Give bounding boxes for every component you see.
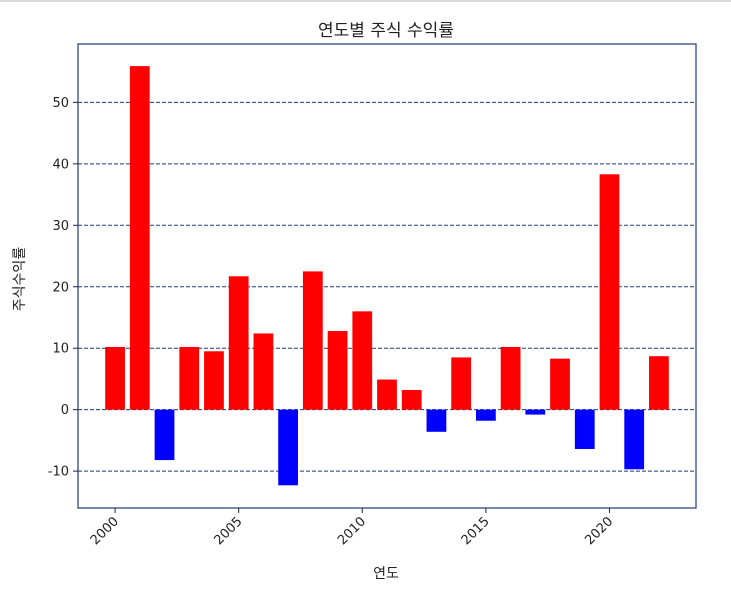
bar-2001 <box>129 66 150 410</box>
chart-title: 연도별 주식 수익률 <box>318 21 454 41</box>
bar-2004 <box>204 351 224 410</box>
y-tick-label: 30 <box>52 219 69 234</box>
y-tick-label: 10 <box>52 342 69 357</box>
bar-2009 <box>327 331 348 410</box>
y-tick-label: 0 <box>61 403 69 418</box>
bar-2003 <box>179 346 200 410</box>
bar-2018 <box>550 358 570 410</box>
bar-2008 <box>302 271 323 410</box>
bars <box>105 66 669 486</box>
x-tick-label: 2020 <box>582 514 616 548</box>
x-tick-label: 2005 <box>212 514 246 548</box>
x-tick-label: 2000 <box>88 514 122 548</box>
bar-2013 <box>426 409 447 432</box>
bar-2010 <box>352 311 373 410</box>
y-tick-label: 20 <box>52 280 69 295</box>
y-tick-label: 40 <box>52 157 69 172</box>
bar-2021 <box>624 409 645 470</box>
bar-2012 <box>401 390 422 410</box>
bar-2000 <box>105 346 125 410</box>
bar-2005 <box>228 276 249 410</box>
x-axis-ticks: 2000 2005 2010 2015 2020 <box>88 508 616 548</box>
y-axis-label: 주식수익률 <box>12 247 28 312</box>
y-axis-ticks: -10 0 10 20 30 40 50 <box>48 96 78 480</box>
x-axis-label: 연도 <box>373 566 399 582</box>
y-tick-label: -10 <box>48 465 69 480</box>
bar-2019 <box>574 409 595 450</box>
bar-2020 <box>599 174 620 410</box>
x-tick-label: 2010 <box>335 514 369 548</box>
bar-2014 <box>451 357 472 410</box>
bar-2002 <box>154 409 175 461</box>
bar-2007 <box>278 409 299 486</box>
y-tick-label: 50 <box>52 96 69 111</box>
x-tick-label: 2015 <box>459 514 493 548</box>
bar-2022 <box>649 356 669 410</box>
bar-2011 <box>377 379 397 410</box>
bar-2006 <box>253 333 274 410</box>
bar-2015 <box>475 409 496 421</box>
plot-frame <box>77 43 697 509</box>
bar-2016 <box>500 346 521 410</box>
window-top-border <box>0 0 731 2</box>
bar-2017 <box>525 409 546 415</box>
